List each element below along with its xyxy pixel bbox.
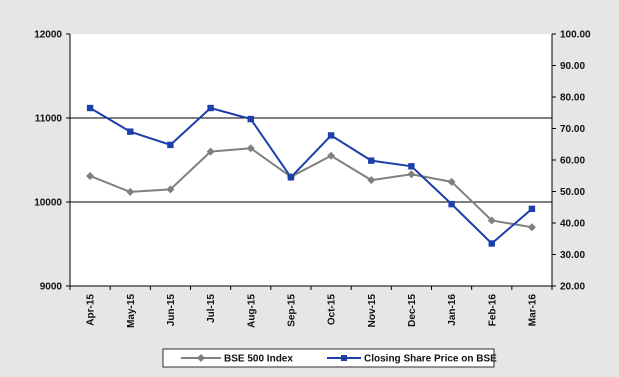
bse500-point [327, 151, 336, 160]
x-tick-label: Nov-15 [367, 294, 378, 328]
legend-bse500-label: BSE 500 Index [224, 354, 293, 365]
share-price-point [287, 174, 295, 181]
series-layer [86, 104, 536, 247]
bse500-point [367, 176, 376, 185]
share-price-point [408, 163, 415, 170]
right-axis-ticks: 20.00 30.00 40.00 50.00 60.00 70.00 80.00 90.00… [552, 30, 591, 293]
bse500-point [407, 170, 416, 179]
x-tick-label: Jul-15 [206, 294, 217, 323]
share-price-point [86, 104, 94, 112]
legend-bse500-marker [197, 354, 205, 362]
bse500-point [166, 185, 175, 194]
share-price-point [127, 128, 134, 135]
share-price-point [368, 157, 375, 164]
share-price-point [167, 141, 174, 149]
share-price-point [247, 115, 254, 123]
right-tick-label: 30.00 [560, 250, 585, 261]
x-tick-label: Aug-15 [246, 294, 257, 328]
legend-share-price-marker [341, 355, 347, 361]
x-tick-label: Dec-15 [407, 294, 418, 327]
share-price-point [488, 240, 495, 247]
left-tick-label: 9000 [40, 282, 63, 293]
legend-share-price-label: Closing Share Price on BSE [364, 354, 497, 365]
x-tick-label: Jan-16 [447, 294, 458, 326]
share-price-line [89, 106, 533, 245]
x-tick-label: Mar-16 [527, 294, 538, 327]
x-axis-ticks: Apr-15 May-15 Jun-15 Jul-15 Aug-15 Sep-15 Oct-… [69, 286, 553, 328]
legend: BSE 500 Index Closing Share Price on BSE [162, 348, 497, 368]
bse500-point [246, 144, 255, 153]
x-tick-label: Feb-16 [487, 294, 498, 327]
bse500-line [89, 147, 533, 229]
bse500-point [487, 216, 496, 225]
right-tick-label: 70.00 [560, 124, 585, 135]
share-price-point [528, 205, 536, 213]
right-tick-label: 20.00 [560, 282, 585, 293]
bse500-point [527, 223, 536, 232]
x-tick-label: Jun-15 [166, 294, 177, 327]
right-tick-label: 50.00 [560, 187, 585, 198]
share-price-point [327, 132, 335, 139]
right-tick-label: 60.00 [560, 156, 585, 167]
plot-area [70, 34, 552, 286]
bse500-point [447, 177, 456, 186]
x-tick-label: Apr-15 [86, 294, 97, 326]
x-tick-label: May-15 [126, 294, 137, 328]
left-tick-label: 11000 [35, 114, 63, 125]
bse500-point [126, 187, 135, 196]
right-tick-label: 80.00 [560, 93, 585, 104]
left-axis-ticks: 9000 10000 11000 12000 [34, 30, 70, 293]
share-price-point [207, 104, 214, 112]
left-tick-label: 12000 [34, 30, 62, 41]
right-tick-label: 100.00 [560, 30, 591, 41]
right-tick-label: 90.00 [560, 61, 585, 72]
left-tick-label: 10000 [34, 198, 62, 209]
x-tick-label: Sep-15 [286, 294, 297, 327]
right-tick-label: 40.00 [560, 219, 585, 230]
x-tick-label: Oct-15 [327, 294, 338, 326]
bse500-point [86, 171, 95, 180]
share-price-point [448, 200, 455, 208]
bse500-point [206, 147, 215, 156]
